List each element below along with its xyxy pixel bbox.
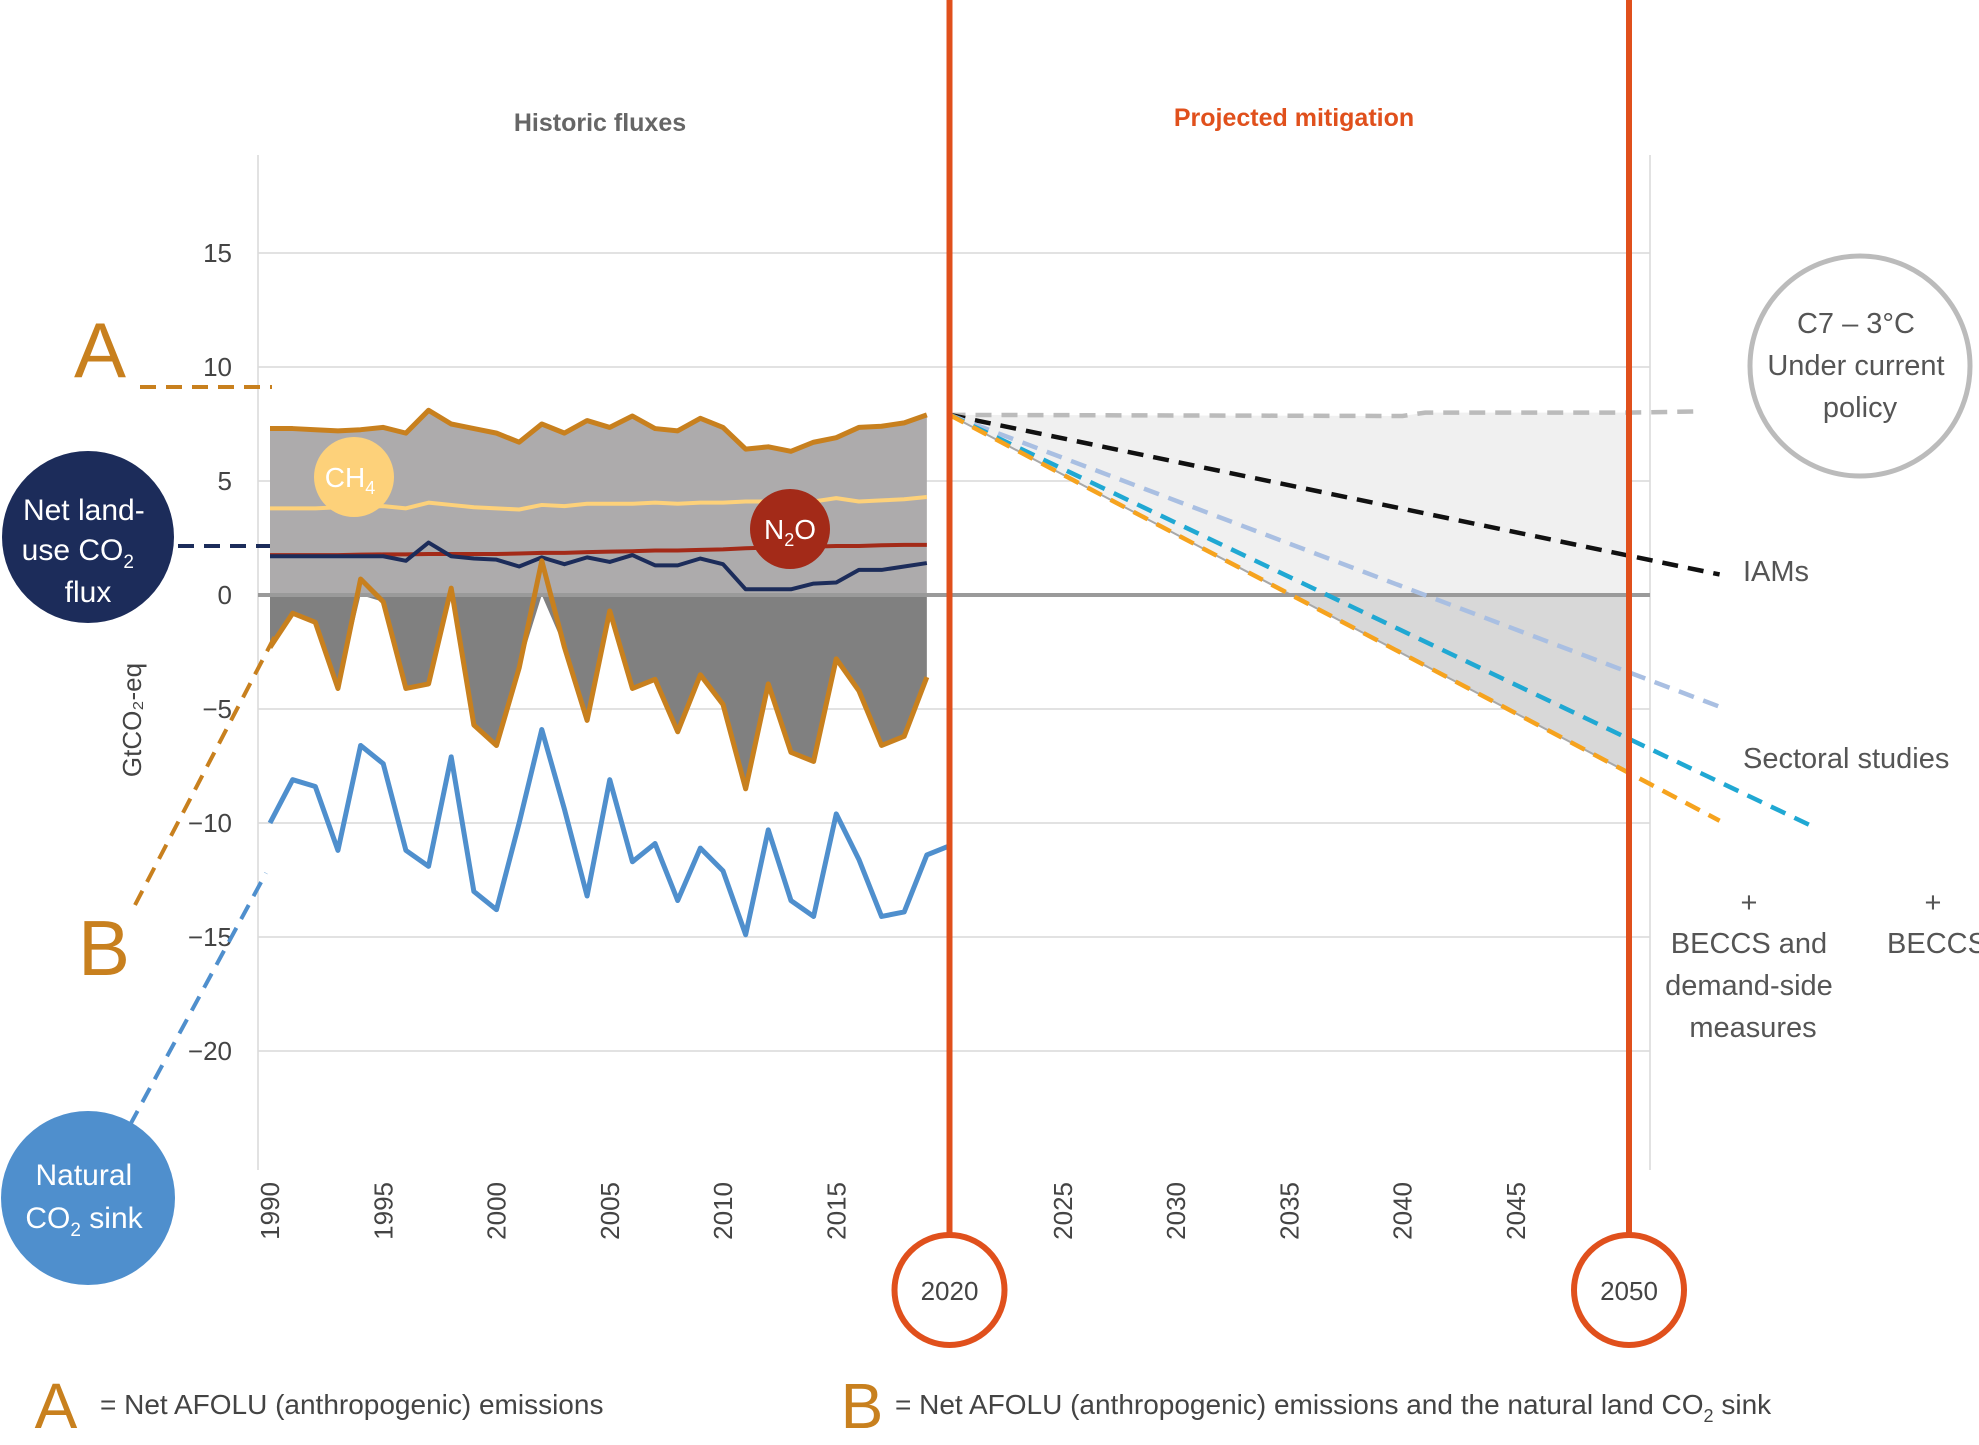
x-tick-label: 1995 xyxy=(368,1182,398,1240)
label-sectoral: Sectoral studies xyxy=(1743,743,1949,775)
series-line-net_land_use_co2 xyxy=(270,540,928,592)
sink-area xyxy=(270,595,927,789)
n2o-bubble xyxy=(750,489,830,569)
series-line-natural_co2_sink xyxy=(267,727,951,938)
legend-text-b: = Net AFOLU (anthropogenic) emissions an… xyxy=(895,1389,1772,1426)
net-land-use-bubble xyxy=(2,451,174,623)
axis-ticks: 15 10 5 0 −5 −10 −15 −20 1990 1995 2000 2005 2010 201… xyxy=(188,238,1531,1240)
projection-area-upper xyxy=(949,412,1629,595)
x-tick-label: 2035 xyxy=(1274,1182,1304,1240)
x-tick-label: 1990 xyxy=(255,1182,285,1240)
leader-b xyxy=(133,633,278,906)
marker-circle-2050 xyxy=(1571,1232,1687,1348)
y-tick-label: 15 xyxy=(203,238,232,268)
y-tick-label: −20 xyxy=(188,1036,232,1066)
projection-lines xyxy=(948,409,1812,828)
series-line-net_afolu xyxy=(270,407,928,454)
ch4-bubble xyxy=(314,437,394,517)
projection-line-0 xyxy=(949,409,1697,419)
projection-line-1 xyxy=(949,412,1721,577)
x-tick-label: 2040 xyxy=(1388,1182,1418,1240)
projection-line-4 xyxy=(948,412,1721,823)
net-land-use-label: Net land- use CO2 flux xyxy=(22,494,153,609)
x-tick-label: 2025 xyxy=(1048,1182,1078,1240)
marker-circle-2020 xyxy=(891,1232,1008,1348)
x-tick-label: 2010 xyxy=(708,1182,738,1240)
legend-letter-a: A xyxy=(35,1370,78,1442)
y-tick-label: −10 xyxy=(188,808,232,838)
year-markers: 2020 2050 xyxy=(891,0,1687,1348)
natural-sink-label: Natural CO2 sink xyxy=(25,1159,143,1241)
legend-letter-b: B xyxy=(841,1370,884,1442)
label-beccs: + BECCS xyxy=(1887,887,1979,960)
c7-circle xyxy=(1747,253,1973,479)
x-tick-label: 2045 xyxy=(1501,1182,1531,1240)
y-tick-label: 5 xyxy=(218,466,232,496)
projection-line-2 xyxy=(948,412,1721,709)
marker-label-2050: 2050 xyxy=(1600,1276,1658,1306)
n2o-label: N2O xyxy=(764,514,816,550)
section-title-projected: Projected mitigation xyxy=(1174,104,1414,132)
x-tick-label: 2015 xyxy=(821,1182,851,1240)
label-iams: IAMs xyxy=(1743,556,1809,588)
c7-label: C7 – 3°C Under current policy xyxy=(1767,308,1952,424)
x-tick-label: 2000 xyxy=(482,1182,512,1240)
natural-sink-bubble xyxy=(1,1111,175,1285)
label-beccs-demand: + BECCS and demand-side measures xyxy=(1665,887,1841,1044)
leader-natural xyxy=(128,872,268,1126)
marker-label-2020: 2020 xyxy=(921,1276,979,1306)
section-title-historic: Historic fluxes xyxy=(514,109,686,137)
x-tick-label: 2005 xyxy=(595,1182,625,1240)
y-tick-label: 10 xyxy=(203,352,232,382)
y-tick-label: 0 xyxy=(218,580,232,610)
legend-text-a: = Net AFOLU (anthropogenic) emissions xyxy=(100,1389,603,1420)
y-tick-label: −15 xyxy=(188,922,232,952)
series-lines xyxy=(267,407,951,938)
y-tick-label: −5 xyxy=(202,694,232,724)
projection-line-3 xyxy=(948,412,1812,828)
letter-b: B xyxy=(78,904,130,992)
x-tick-label: 2030 xyxy=(1161,1182,1191,1240)
series-line-net_afolu_plus_natural_sink xyxy=(267,558,930,792)
y-axis-label: GtCO₂-eq xyxy=(117,663,147,777)
letter-a: A xyxy=(74,306,126,394)
ch4-label: CH4 xyxy=(325,462,375,498)
